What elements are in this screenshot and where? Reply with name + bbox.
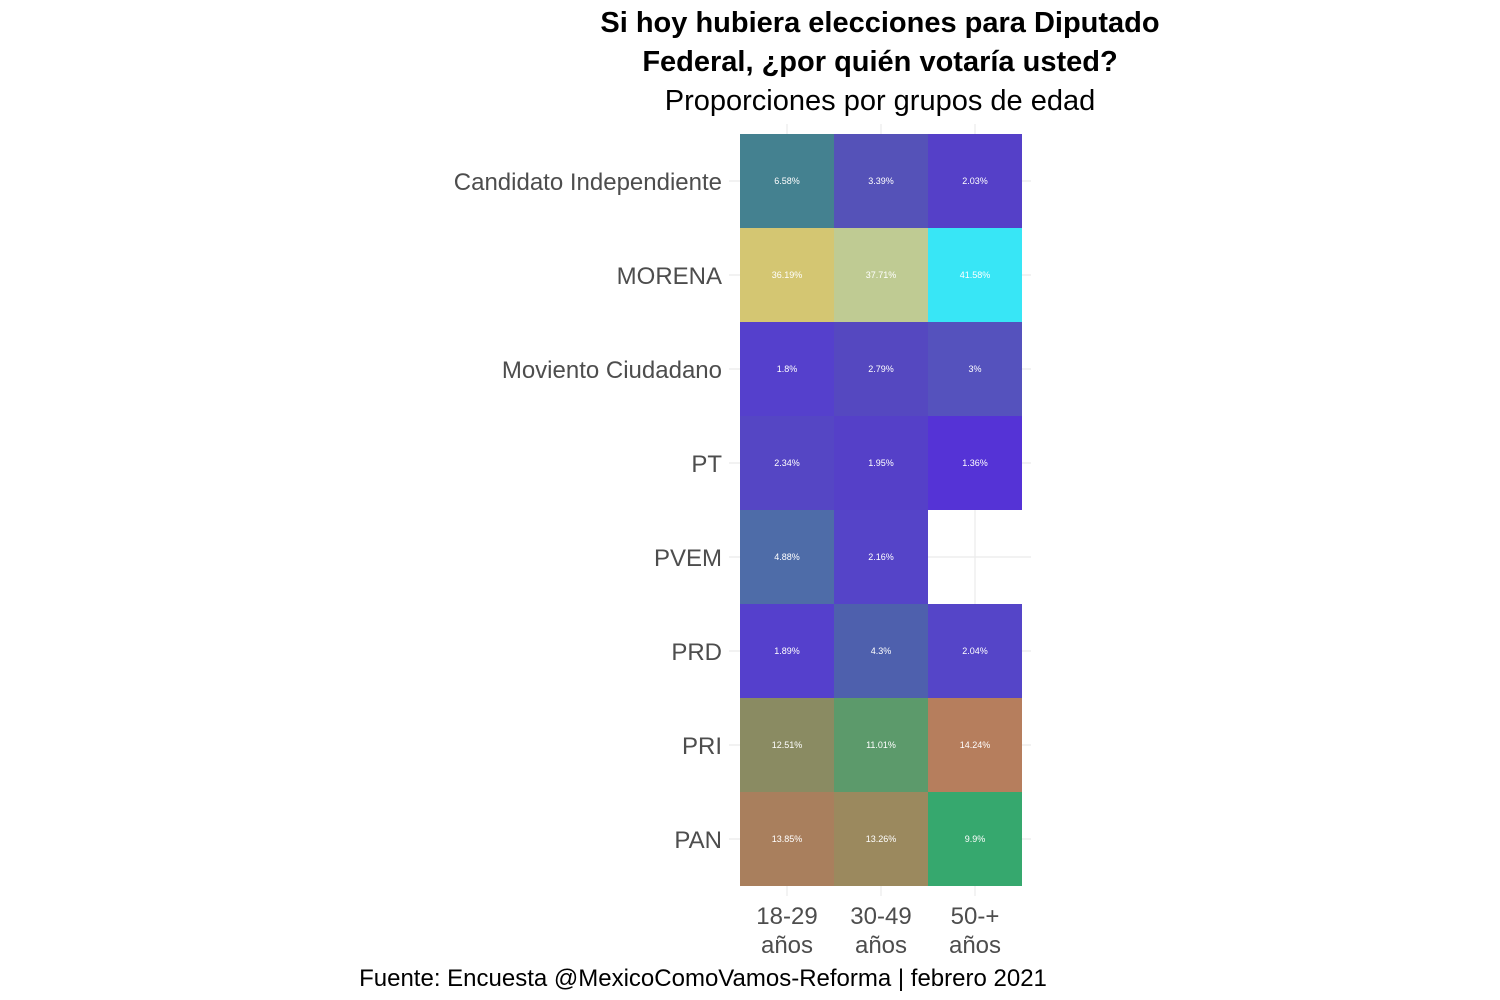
chart-title-line-1: Si hoy hubiera elecciones para Diputado (600, 7, 1159, 39)
x-tick-label: 50-+ (951, 903, 1000, 930)
cell-value-label: 4.88% (774, 552, 800, 562)
heatmap-cell (834, 698, 928, 792)
cell-value-label: 41.58% (960, 270, 991, 280)
y-tick-label: MORENA (617, 263, 722, 290)
heatmap-cell (928, 604, 1022, 698)
cell-value-label: 36.19% (772, 270, 803, 280)
cell-value-label: 1.36% (962, 458, 988, 468)
cell-value-label: 1.8% (777, 364, 798, 374)
chart-caption: Fuente: Encuesta @MexicoComoVamos-Reform… (359, 965, 1047, 992)
cell-value-label: 13.85% (772, 834, 803, 844)
cell-value-label: 2.04% (962, 646, 988, 656)
heatmap-cell (928, 698, 1022, 792)
x-tick-label: años (761, 932, 813, 959)
heatmap-cell (834, 322, 928, 416)
cell-value-label: 3% (968, 364, 981, 374)
cell-value-label: 11.01% (866, 740, 896, 750)
cell-value-label: 2.34% (774, 458, 800, 468)
cell-value-label: 12.51% (772, 740, 803, 750)
cell-value-label: 3.39% (868, 176, 894, 186)
heatmap-cell (740, 510, 834, 604)
heatmap-cell (740, 322, 834, 416)
heatmap-cell (928, 416, 1022, 510)
y-tick-label: PT (691, 451, 722, 478)
y-axis-tick-labels: Candidato Independiente MORENA Moviento Ci… (454, 169, 723, 854)
x-tick-label: 18-29 (756, 903, 817, 930)
heatmap-cell (740, 134, 834, 228)
y-tick-label: Moviento Ciudadano (502, 357, 722, 384)
heatmap-cell (928, 228, 1022, 322)
cell-value-label: 9.9% (965, 834, 986, 844)
x-tick-label: años (855, 932, 907, 959)
cell-value-label: 37.71% (866, 270, 897, 280)
heatmap-cell (740, 792, 834, 886)
heatmap-cell (834, 604, 928, 698)
heatmap-cell (834, 228, 928, 322)
heatmap-cell (740, 698, 834, 792)
cell-value-label: 13.26% (866, 834, 897, 844)
heatmap-cell (928, 134, 1022, 228)
heatmap-cells: 6.58% 3.39% 2.03% 36.19% 37.71% 41.58% 1.8% 2.7… (740, 134, 1022, 886)
y-tick-label: PRI (682, 733, 722, 760)
y-tick-label: PRD (671, 639, 722, 666)
chart-title-line-2: Federal, ¿por quién votaría usted? (642, 46, 1117, 78)
chart-subtitle: Proporciones por grupos de edad (665, 85, 1095, 117)
cell-value-label: 2.03% (962, 176, 988, 186)
heatmap-cell (834, 416, 928, 510)
cell-value-label: 1.89% (774, 646, 800, 656)
heatmap-cell (740, 604, 834, 698)
heatmap-cell (928, 322, 1022, 416)
cell-value-label: 4.3% (871, 646, 892, 656)
heatmap-cell (834, 510, 928, 604)
cell-value-label: 2.79% (868, 364, 894, 374)
x-tick-label: 30-49 (850, 903, 911, 930)
cell-value-label: 2.16% (868, 552, 894, 562)
cell-value-label: 6.58% (774, 176, 800, 186)
heatmap-cell (740, 228, 834, 322)
y-tick-label: Candidato Independiente (454, 169, 722, 196)
heatmap-cell (928, 792, 1022, 886)
cell-value-label: 14.24% (960, 740, 991, 750)
x-tick-label: años (949, 932, 1001, 959)
y-tick-label: PAN (674, 827, 722, 854)
heatmap-cell (834, 792, 928, 886)
cell-value-label: 1.95% (868, 458, 894, 468)
heatmap-cell (740, 416, 834, 510)
heatmap-cell (834, 134, 928, 228)
y-tick-label: PVEM (654, 545, 722, 572)
